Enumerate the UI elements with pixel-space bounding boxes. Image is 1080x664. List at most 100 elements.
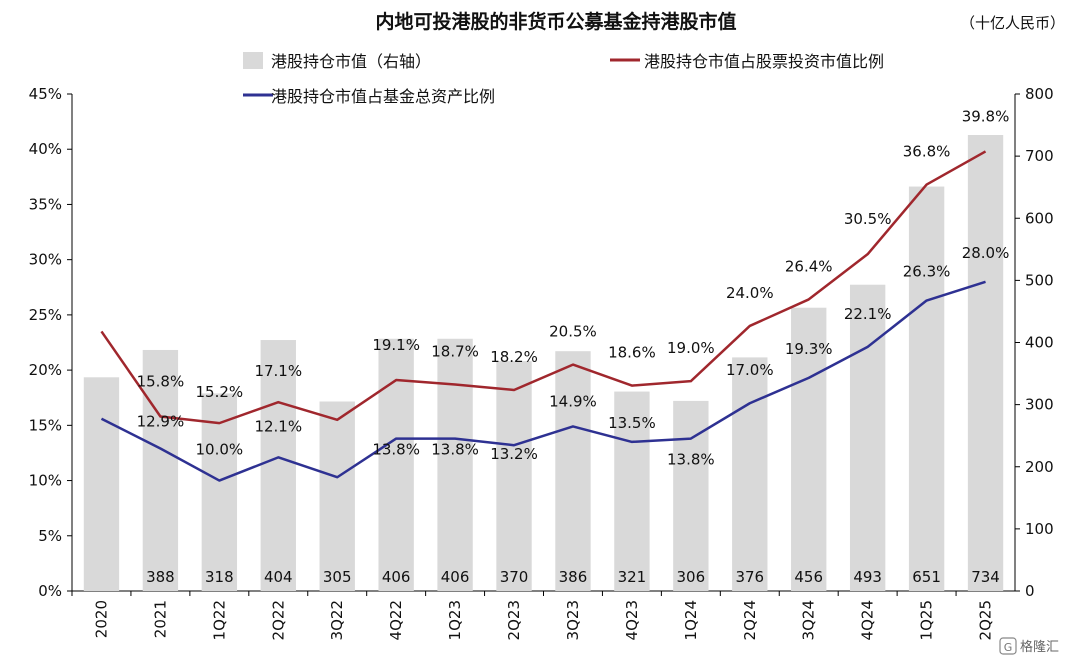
bar [201,393,238,591]
bar [496,361,532,591]
watermark-logo-letter: G [1004,641,1013,654]
line-value-label: 14.9% [549,392,597,410]
watermark-logo [999,637,1017,655]
legend-label-ratio-assets: 港股持仓市值占基金总资产比例 [271,87,495,106]
watermark-text: 格隆汇 [1020,639,1059,655]
legend: 港股持仓市值（右轴） 港股持仓市值占股票投资市值比例 港股持仓市值占基金总资产比… [243,52,884,106]
x-tick-label: 4Q23 [623,600,641,640]
line-value-label: 15.2% [196,383,244,401]
bar-labels: 388 318 404 305 406 406 370 386 321 306 376 456 493 6… [146,568,1000,586]
bar [614,391,650,591]
bar [732,357,768,591]
bar [673,400,709,591]
unit-label: （十亿人民币） [960,14,1065,32]
left-tick-label: 35% [29,195,62,213]
line-value-label: 17.0% [726,361,774,379]
left-tick-label: 10% [29,472,62,490]
x-tick-label: 2021 [151,600,169,638]
line-value-label: 28.0% [962,244,1010,262]
x-tick-label: 1Q25 [918,600,936,640]
line-value-label: 26.4% [785,257,833,275]
bar-value-label: 321 [618,568,647,586]
axes: 0% 5% 10% 15% 20% 25% 30% 35% 40% 45% 0 100 200 300 40… [29,85,1054,600]
right-tick-label: 500 [1025,271,1054,289]
legend-label-bars: 港股持仓市值（右轴） [271,52,431,71]
bar [260,340,296,591]
x-tick-label: 2Q23 [505,600,523,640]
x-axis-ticks: 2020 2021 1Q22 2Q22 3Q22 4Q22 1Q23 2Q23 3Q23 4Q23… [71,591,995,640]
line-value-label: 13.8% [667,451,715,469]
line-value-label: 18.2% [490,348,538,366]
bar [378,338,414,591]
x-tick-label: 1Q24 [682,600,700,640]
right-tick-label: 600 [1025,209,1054,227]
line-series-ratio-assets [100,280,986,482]
line-labels: 15.8% 15.2% 17.1% 19.1% 18.7% 18.2% 20.5% 18.6%… [137,107,1010,468]
left-tick-label: 25% [29,306,62,324]
x-tick-label: 3Q23 [564,600,582,640]
right-tick-label: 0 [1025,582,1035,600]
line-value-label: 17.1% [254,362,302,380]
left-tick-label: 5% [38,527,62,545]
bar-value-label: 318 [205,568,234,586]
line-value-label: 15.8% [137,372,185,390]
line-value-label: 39.8% [962,107,1010,125]
line-series-ratio-stock [100,150,987,425]
line-value-label: 19.3% [785,340,833,358]
line-value-label: 30.5% [844,210,892,228]
right-tick-label: 400 [1025,334,1054,352]
bar [908,186,945,591]
bars [83,135,1004,591]
bar-value-label: 456 [794,568,823,586]
x-tick-label: 1Q22 [210,600,228,640]
legend-swatch-bars [243,52,263,69]
x-tick-label: 3Q22 [328,600,346,640]
line-value-label: 19.0% [667,339,715,357]
bar [555,351,591,591]
right-tick-label: 700 [1025,147,1054,165]
left-tick-label: 0% [38,582,62,600]
bar [83,377,120,591]
right-tick-label: 100 [1025,520,1054,538]
bar [319,401,355,591]
x-tick-label: 3Q24 [800,600,818,640]
line-value-label: 20.5% [549,323,597,341]
line-value-label: 26.3% [903,263,951,281]
line-value-label: 24.0% [726,284,774,302]
line-value-label: 18.7% [431,342,479,360]
bar [437,338,473,591]
line-value-label: 13.5% [608,414,656,432]
bar [967,135,1004,591]
bar-value-label: 386 [559,568,588,586]
line-value-label: 36.8% [903,143,951,161]
x-tick-label: 1Q23 [446,600,464,640]
left-tick-label: 15% [29,416,62,434]
left-tick-label: 20% [29,361,62,379]
bar-value-label: 734 [971,568,1000,586]
bar-value-label: 305 [323,568,352,586]
right-tick-label: 300 [1025,396,1054,414]
line-value-label: 13.8% [431,441,479,459]
x-tick-label: 2Q24 [741,600,759,640]
bar-value-label: 406 [382,568,411,586]
x-tick-label: 2020 [92,600,110,638]
bar-value-label: 306 [677,568,706,586]
right-tick-label: 800 [1025,85,1054,103]
x-tick-label: 4Q22 [387,600,405,640]
line-value-label: 13.8% [372,441,420,459]
line-value-label: 12.1% [254,417,302,435]
line-value-label: 19.1% [372,336,420,354]
bar-value-label: 406 [441,568,470,586]
x-tick-label: 2Q25 [977,600,995,640]
line-value-label: 12.9% [137,413,185,431]
bar-value-label: 370 [500,568,529,586]
line-value-label: 22.1% [844,305,892,323]
bar [849,284,886,591]
bar [791,307,827,591]
bar-value-label: 404 [264,568,293,586]
bar-value-label: 376 [735,568,764,586]
bar-value-label: 388 [146,568,175,586]
bar-value-label: 651 [912,568,941,586]
right-tick-label: 200 [1025,458,1054,476]
